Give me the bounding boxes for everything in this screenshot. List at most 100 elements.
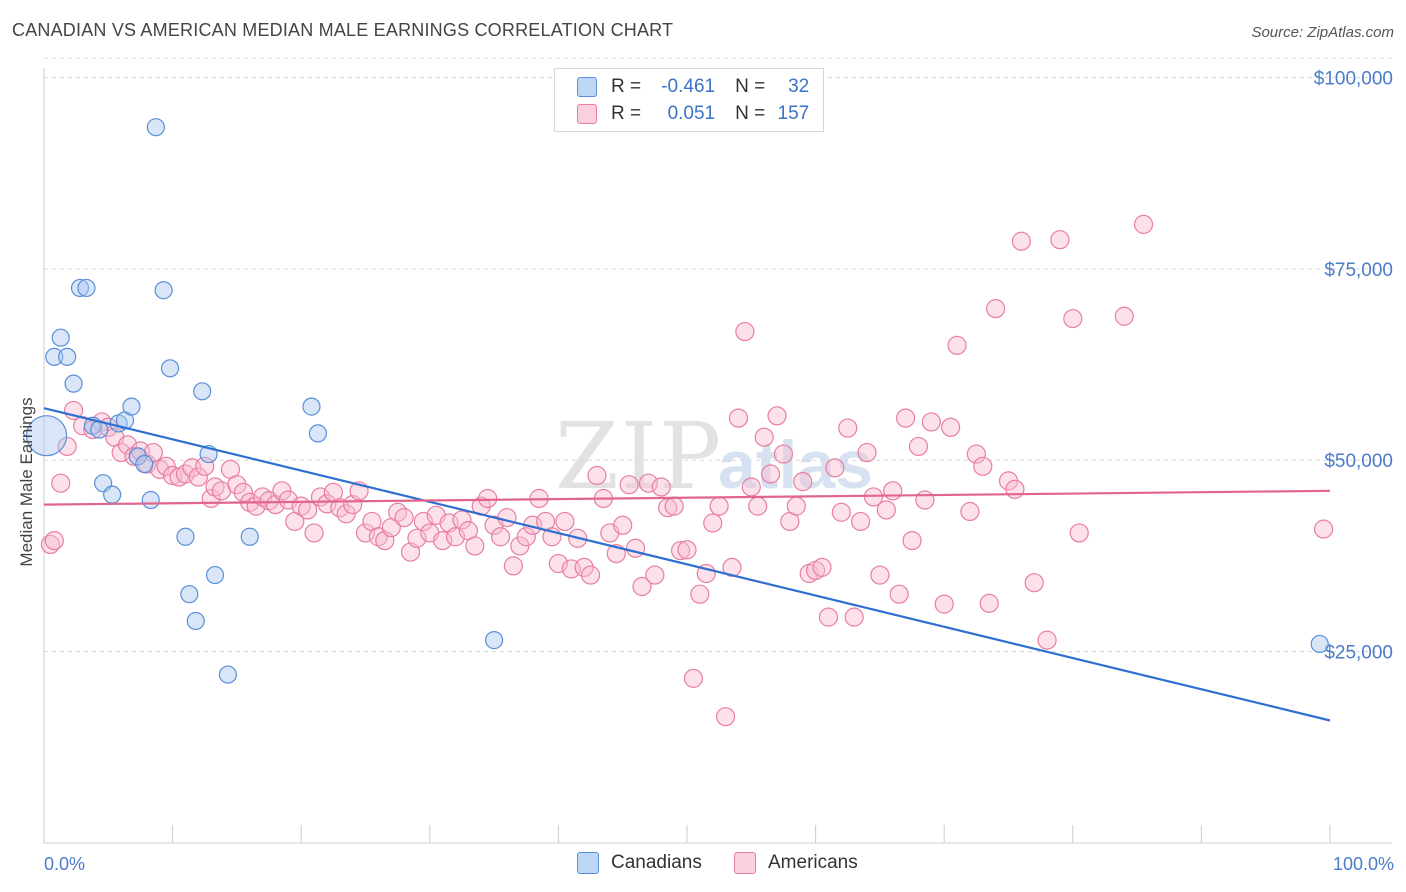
americans-point (818, 607, 839, 627)
americans-point (317, 494, 337, 514)
americans-point (503, 556, 523, 576)
americans-point (51, 473, 71, 493)
americans-point (587, 465, 607, 486)
americans-point (188, 467, 208, 487)
americans-point (767, 406, 787, 426)
americans-point (1050, 230, 1070, 250)
canadians-point (218, 665, 237, 684)
americans-trend-line (43, 489, 1331, 506)
americans-point (670, 540, 691, 561)
americans-point (195, 456, 215, 476)
americans-point (786, 496, 806, 516)
americans-point (44, 530, 64, 551)
americans-point (227, 475, 247, 495)
americans-point (915, 490, 935, 510)
americans-point (452, 510, 472, 530)
canadians-point (45, 347, 64, 366)
americans-point (793, 472, 813, 492)
x-tick-label-end: 100.0% (1333, 854, 1394, 874)
canadians-point (64, 374, 83, 393)
americans-point (1133, 214, 1154, 234)
americans-point (1005, 479, 1025, 499)
americans-point (947, 335, 967, 355)
legend-swatch-canadians (577, 77, 597, 97)
americans-point (40, 534, 61, 555)
canadians-point (160, 359, 180, 378)
americans-point (407, 528, 427, 548)
americans-point (728, 408, 749, 428)
americans-point (394, 508, 414, 528)
americans-point (966, 444, 986, 464)
americans-point (497, 508, 517, 528)
americans-point (838, 418, 858, 438)
canadians-point (240, 527, 259, 546)
legend-row-canadians: R = -0.461 N = 32 (577, 74, 809, 100)
americans-point (863, 487, 884, 507)
americans-point (233, 482, 253, 502)
legend-swatch-americans (577, 104, 597, 124)
americans-point (735, 321, 755, 342)
canadians-point (308, 424, 328, 443)
canadians-point (1310, 634, 1329, 654)
americans-point (645, 565, 665, 585)
legend-item-canadians[interactable]: Canadians (577, 852, 702, 874)
trend-lines (43, 407, 1331, 722)
legend-label-americans: Americans (768, 852, 858, 873)
americans-point (857, 442, 877, 463)
americans-point (478, 488, 498, 509)
americans-point (677, 540, 697, 560)
americans-point (574, 557, 594, 577)
canadians-point (103, 485, 122, 504)
americans-point (703, 513, 723, 533)
americans-point (748, 496, 768, 516)
americans-point (580, 565, 601, 585)
canadians-point (141, 490, 160, 510)
legend-r-label: R = (611, 103, 642, 124)
americans-point (355, 523, 376, 543)
legend-r-value: 0.051 (667, 103, 716, 124)
canadians-point (77, 278, 96, 298)
americans-point (921, 412, 941, 432)
americans-point (433, 530, 453, 551)
canadians-points (25, 118, 1329, 684)
americans-point (773, 444, 794, 464)
americans-point (1037, 630, 1057, 650)
americans-point (664, 496, 684, 516)
americans-points (40, 214, 1334, 727)
americans-point (870, 565, 890, 585)
y-tick-labels: $25,000 $50,000 $75,000 $100,000 (1314, 68, 1393, 663)
americans-point (690, 584, 710, 604)
watermark: ZIP atlas (555, 403, 873, 510)
americans-point (638, 473, 659, 493)
source-credit: Source: ZipAtlas.com (1251, 24, 1394, 41)
legend-n-value: 32 (788, 76, 810, 97)
series-legend: Canadians Americans (0, 852, 1406, 878)
americans-point (619, 475, 639, 495)
canadians-point (146, 118, 165, 137)
americans-point (973, 456, 993, 476)
x-tick-label-start: 0.0% (44, 854, 85, 874)
chart-title: CANADIAN VS AMERICAN MEDIAN MALE EARNING… (12, 20, 674, 40)
canadians-point (176, 527, 195, 546)
canadians-point (485, 631, 504, 650)
legend-swatch-canadians (577, 852, 599, 874)
americans-point (516, 527, 536, 547)
canadians-point (25, 415, 68, 457)
y-tick-label: $100,000 (1314, 68, 1393, 89)
americans-point (934, 594, 954, 614)
americans-point (844, 607, 864, 627)
americans-point (851, 511, 871, 532)
gridlines (44, 57, 1392, 653)
americans-point (1024, 573, 1044, 593)
americans-point (1313, 519, 1334, 539)
americans-point (831, 502, 851, 522)
americans-point (548, 553, 569, 574)
canadians-point (51, 328, 70, 347)
canadians-point (58, 347, 77, 366)
americans-point (979, 593, 999, 613)
legend-swatch-americans (734, 852, 756, 874)
americans-point (812, 557, 832, 577)
canadians-point (180, 585, 199, 604)
legend-item-americans[interactable]: Americans (734, 852, 858, 874)
